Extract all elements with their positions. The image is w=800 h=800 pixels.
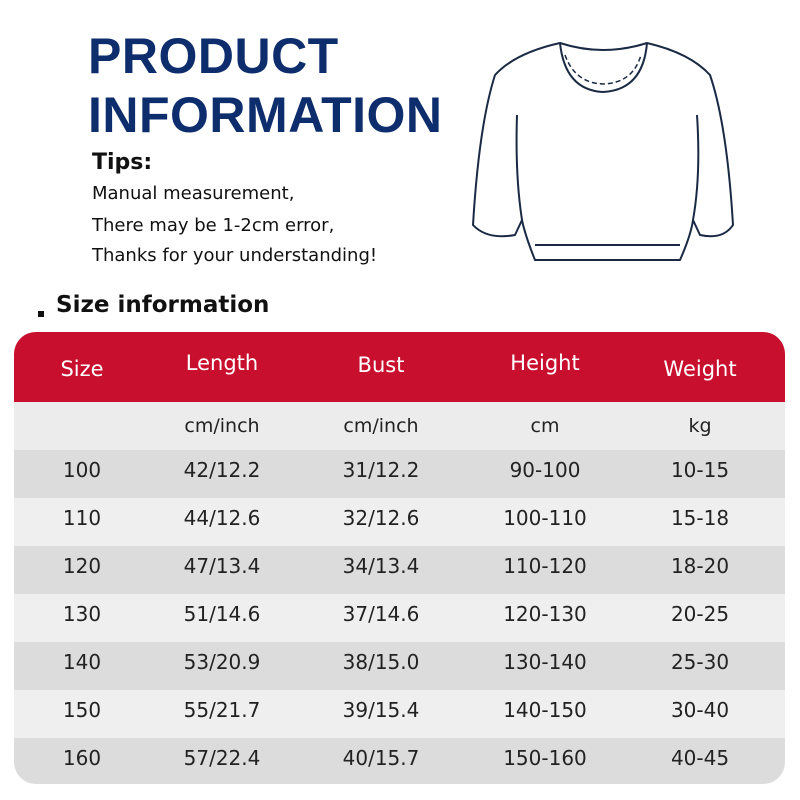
table-cell: 55/21.7 — [183, 698, 261, 722]
table-cell: Bust — [357, 353, 405, 377]
table-cell: 160 — [62, 746, 102, 770]
table-cell: 140 — [62, 650, 102, 674]
section-title: Size information — [56, 292, 270, 318]
data-row: 150 55/21.7 39/15.4 140-150 30-40 — [14, 690, 785, 738]
table-cell: 120 — [62, 554, 102, 578]
table-cell: cm — [530, 415, 560, 437]
header-row: Size Length Bust Height Weight — [14, 332, 785, 402]
table-cell: 110 — [62, 506, 102, 530]
table-cell: Length — [185, 351, 259, 375]
table-cell: Size — [60, 357, 104, 381]
table-cell: kg — [688, 415, 712, 437]
table-cell: 51/14.6 — [183, 602, 261, 626]
table-cell: 32/12.6 — [342, 506, 420, 530]
tip-line: There may be 1-2cm error, — [92, 215, 335, 236]
table-cell: 42/12.2 — [183, 458, 261, 482]
units-row: cm/inch cm/inch cm kg — [14, 402, 785, 450]
table-cell: 15-18 — [670, 506, 730, 530]
table-cell: 39/15.4 — [342, 698, 420, 722]
table-cell: 100-110 — [503, 506, 587, 530]
table-cell: 100 — [62, 458, 102, 482]
table-cell: 110-120 — [503, 554, 587, 578]
table-cell: 53/20.9 — [183, 650, 261, 674]
title: PRODUCT — [88, 28, 339, 84]
tips-heading: Tips: — [92, 150, 153, 175]
tip-line: Thanks for your understanding! — [92, 245, 378, 266]
table-cell: 40-45 — [670, 746, 730, 770]
data-row: 130 51/14.6 37/14.6 120-130 20-25 — [14, 594, 785, 642]
table-cell: 130-140 — [503, 650, 587, 674]
table-cell: 38/15.0 — [342, 650, 420, 674]
table-cell: cm/inch — [343, 415, 419, 437]
table-cell: 140-150 — [503, 698, 587, 722]
data-row: 120 47/13.4 34/13.4 110-120 18-20 — [14, 546, 785, 594]
sweater-icon — [472, 42, 734, 261]
table-cell: 47/13.4 — [183, 554, 261, 578]
data-row: 140 53/20.9 38/15.0 130-140 25-30 — [14, 642, 785, 690]
table-cell: cm/inch — [184, 415, 260, 437]
bullet — [38, 311, 44, 317]
table-cell: Weight — [663, 357, 737, 381]
table-cell: 20-25 — [670, 602, 730, 626]
table-cell: 37/14.6 — [342, 602, 420, 626]
table-cell: 10-15 — [670, 458, 730, 482]
tip-line: Manual measurement, — [92, 183, 295, 204]
table-cell: 130 — [62, 602, 102, 626]
table-cell: Height — [510, 351, 580, 375]
table-cell: 34/13.4 — [342, 554, 420, 578]
data-row: 100 42/12.2 31/12.2 90-100 10-15 — [14, 450, 785, 498]
data-row: 110 44/12.6 32/12.6 100-110 15-18 — [14, 498, 785, 546]
title: INFORMATION — [88, 87, 443, 143]
table-cell: 57/22.4 — [183, 746, 261, 770]
table-cell: 40/15.7 — [342, 746, 420, 770]
table-cell: 31/12.2 — [342, 458, 420, 482]
size-table: Size Length Bust Height Weight cm/inch cm/inch… — [14, 332, 785, 784]
table-cell: 30-40 — [670, 698, 730, 722]
table-cell: 18-20 — [670, 554, 730, 578]
table-cell: 150 — [62, 698, 102, 722]
table-cell: 120-130 — [503, 602, 587, 626]
data-row: 160 57/22.4 40/15.7 150-160 40-45 — [14, 738, 785, 784]
table-cell: 44/12.6 — [183, 506, 261, 530]
table-cell: 25-30 — [670, 650, 730, 674]
table-cell: 150-160 — [503, 746, 587, 770]
table-cell: 90-100 — [509, 458, 581, 482]
